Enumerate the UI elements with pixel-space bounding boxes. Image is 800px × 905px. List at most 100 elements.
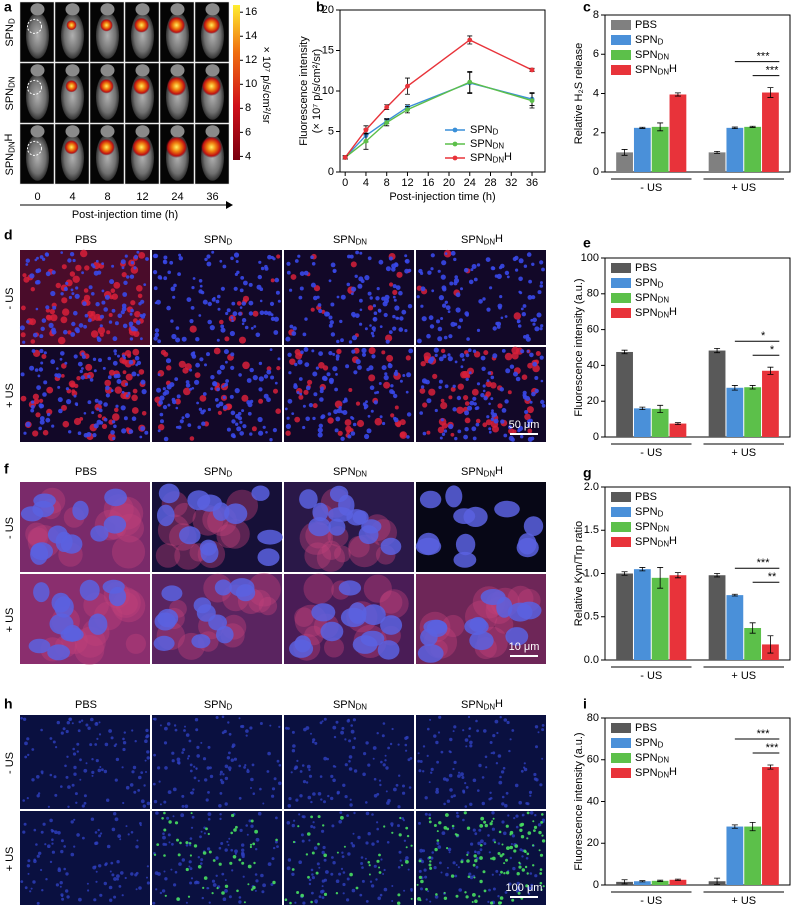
legend-label: SPNDNH	[635, 63, 677, 76]
texture-dot	[113, 877, 117, 881]
texture-dot	[114, 778, 118, 782]
texture-dot	[525, 857, 529, 860]
texture-dot	[116, 874, 120, 878]
texture-dot	[420, 304, 424, 308]
texture-dot	[418, 769, 422, 773]
texture-dot	[393, 298, 397, 302]
texture-dot	[356, 419, 365, 428]
texture-dot	[336, 790, 340, 795]
texture-dot	[170, 319, 174, 323]
texture-dot	[271, 787, 276, 791]
text-part: H	[495, 233, 503, 245]
y-tick-label: 0	[593, 431, 599, 443]
texture-dot	[129, 324, 133, 328]
texture-dot	[524, 410, 529, 414]
texture-dot	[357, 365, 362, 370]
texture-dot	[140, 379, 146, 385]
bar	[651, 880, 669, 885]
texture-dot	[177, 853, 181, 857]
texture-dot	[231, 419, 236, 424]
texture-dot	[145, 728, 149, 733]
texture-dot	[310, 282, 316, 288]
colorbar-label: × 10⁷ p/s/cm²/sr	[260, 46, 272, 123]
texture-dot	[181, 336, 187, 342]
texture-dot	[438, 715, 442, 719]
nucleus	[216, 626, 234, 644]
texture-dot	[160, 419, 164, 424]
texture-dot	[116, 877, 119, 881]
legend-swatch	[611, 537, 631, 547]
texture-dot	[128, 359, 134, 365]
texture-dot	[504, 803, 508, 808]
bar	[616, 573, 633, 660]
texture-dot	[404, 258, 410, 264]
texture-dot	[442, 287, 447, 292]
texture-dot	[146, 734, 150, 738]
mouse-head	[100, 3, 115, 16]
error-bar	[731, 593, 738, 597]
texture-dot	[219, 778, 223, 782]
texture-dot	[371, 326, 376, 331]
texture-dot	[184, 725, 186, 728]
error-bar	[749, 125, 756, 128]
texture-dot	[353, 769, 358, 773]
texture-dot	[335, 879, 340, 883]
texture-dot	[443, 891, 446, 894]
texture-dot	[466, 337, 470, 341]
texture-dot	[339, 811, 343, 814]
texture-dot	[477, 841, 481, 846]
texture-dot	[127, 353, 132, 358]
texture-dot	[284, 898, 288, 901]
texture-dot	[378, 779, 382, 782]
texture-dot	[322, 376, 328, 382]
texture-dot	[506, 720, 510, 725]
texture-dot	[305, 385, 311, 391]
texture-dot	[57, 867, 61, 871]
texture-dot	[193, 844, 198, 848]
texture-dot	[314, 741, 318, 745]
texture-dot	[533, 829, 536, 832]
texture-dot	[134, 311, 141, 318]
texture-dot	[38, 851, 42, 855]
texture-dot	[252, 310, 259, 317]
texture-dot	[108, 885, 113, 890]
nucleus	[153, 635, 175, 652]
texture-dot	[346, 877, 350, 881]
texture-dot	[328, 377, 334, 383]
legend-marker	[452, 127, 458, 133]
texture-dot	[124, 876, 127, 880]
y-tick-label: 20	[587, 395, 599, 407]
texture-dot	[519, 828, 523, 832]
texture-dot	[91, 758, 94, 761]
texture-dot	[471, 901, 474, 903]
nucleus	[494, 500, 520, 518]
legend-label: SPND	[635, 737, 664, 750]
texture-dot	[340, 815, 344, 820]
texture-dot	[112, 436, 116, 441]
texture-dot	[303, 573, 334, 604]
error-bar	[674, 878, 681, 881]
texture-dot	[24, 755, 28, 759]
texture-dot	[68, 430, 72, 434]
bar	[744, 627, 762, 660]
texture-dot	[163, 741, 168, 745]
texture-dot	[183, 387, 191, 396]
texture-dot	[189, 842, 192, 845]
texture-dot	[274, 840, 278, 844]
texture-dot	[171, 333, 177, 340]
texture-dot	[191, 387, 195, 390]
texture-dot	[110, 736, 114, 740]
nucleus	[445, 485, 463, 508]
y-tick-label: 80	[587, 712, 599, 724]
y-tick-label: 100	[581, 252, 599, 264]
texture-dot	[145, 257, 149, 261]
error-bar	[639, 126, 646, 129]
texture-dot	[298, 295, 303, 300]
texture-dot	[298, 394, 304, 400]
texture-dot	[131, 394, 138, 402]
texture-dot	[456, 814, 460, 818]
texture-dot	[482, 297, 486, 301]
texture-dot	[292, 744, 296, 748]
legend-label: SPNDNH	[470, 151, 512, 164]
texture-dot	[202, 886, 205, 890]
